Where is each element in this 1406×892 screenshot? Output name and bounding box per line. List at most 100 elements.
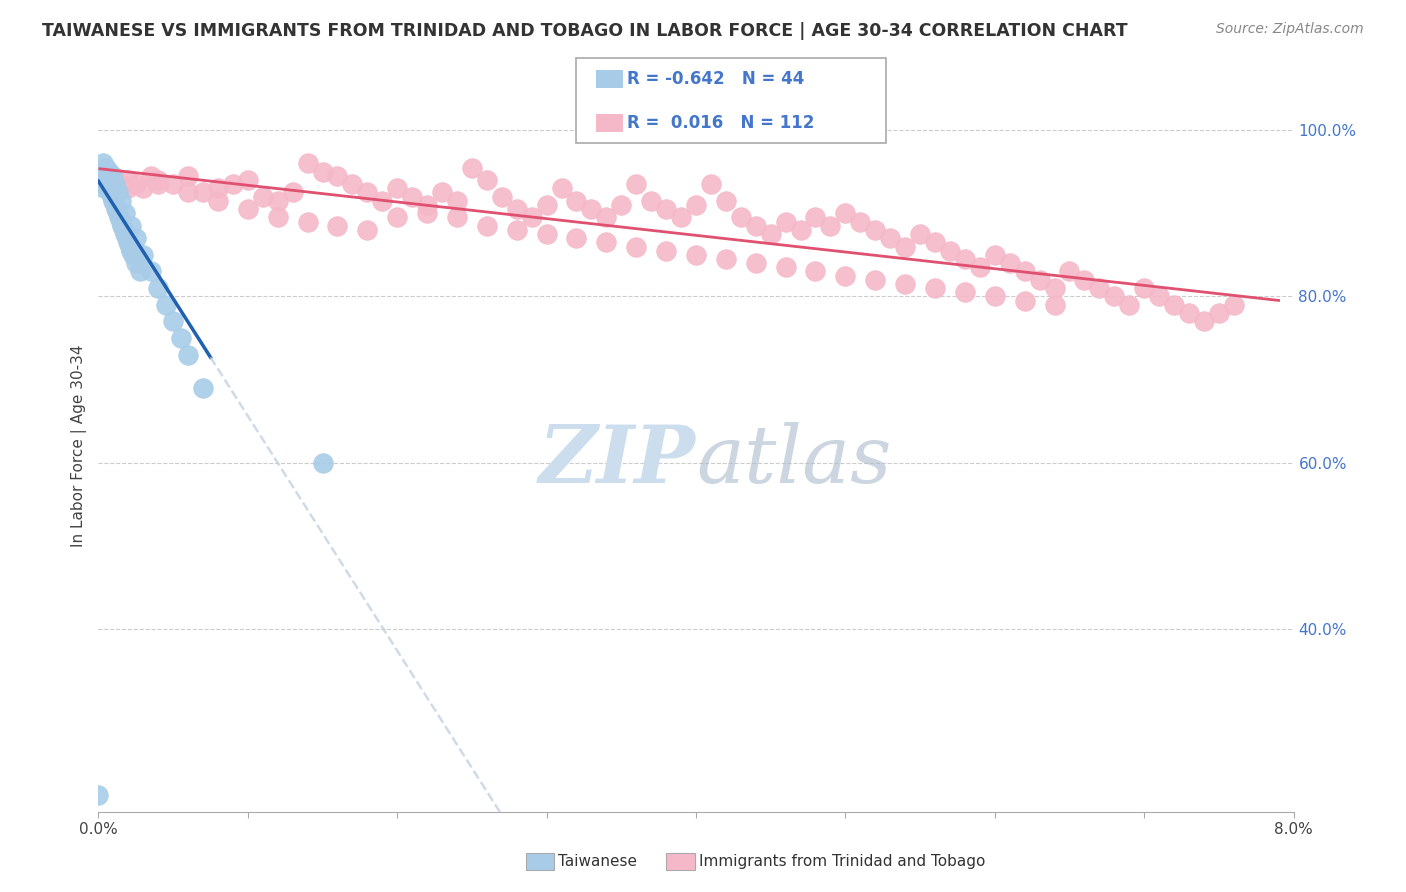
Point	[1178, 306, 1201, 320]
Text: ZIP: ZIP	[538, 422, 696, 500]
Point	[281, 186, 304, 200]
Point	[90, 173, 112, 187]
Point	[984, 289, 1007, 303]
Point	[115, 231, 138, 245]
Point	[87, 788, 110, 802]
Point	[595, 211, 617, 225]
Point	[177, 348, 200, 362]
Point	[105, 202, 128, 216]
Text: Taiwanese: Taiwanese	[558, 854, 637, 869]
Point	[191, 381, 214, 395]
Point	[112, 223, 135, 237]
Point	[669, 211, 692, 225]
Point	[1118, 298, 1140, 312]
Point	[222, 177, 245, 191]
Point	[849, 214, 872, 228]
Point	[108, 211, 131, 225]
Point	[446, 211, 468, 225]
Point	[865, 273, 887, 287]
Point	[311, 165, 333, 179]
Point	[236, 202, 259, 216]
Point	[475, 219, 498, 233]
Point	[804, 211, 827, 225]
Point	[117, 181, 139, 195]
Point	[714, 252, 737, 266]
Point	[117, 235, 139, 250]
Point	[356, 186, 378, 200]
Point	[446, 194, 468, 208]
Point	[91, 156, 114, 170]
Point	[162, 314, 184, 328]
Point	[1133, 281, 1156, 295]
Point	[924, 235, 946, 250]
Point	[655, 202, 678, 216]
Point	[162, 177, 184, 191]
Point	[804, 264, 827, 278]
Point	[759, 227, 782, 241]
Point	[132, 248, 155, 262]
Point	[148, 281, 170, 295]
Point	[1014, 264, 1036, 278]
Point	[626, 177, 648, 191]
Point	[94, 165, 117, 179]
Point	[94, 169, 117, 183]
Text: R = -0.642   N = 44: R = -0.642 N = 44	[627, 70, 804, 88]
Point	[1208, 306, 1230, 320]
Point	[110, 194, 132, 208]
Point	[117, 173, 139, 187]
Point	[132, 181, 155, 195]
Point	[148, 177, 170, 191]
Point	[139, 264, 162, 278]
Point	[520, 211, 543, 225]
Point	[267, 211, 290, 225]
Point	[655, 244, 678, 258]
Point	[169, 331, 191, 345]
Point	[550, 181, 572, 195]
Point	[107, 186, 129, 200]
Point	[924, 281, 946, 295]
Point	[1088, 281, 1111, 295]
Point	[953, 252, 976, 266]
Point	[685, 198, 707, 212]
Point	[894, 277, 917, 291]
Point	[626, 239, 648, 253]
Point	[94, 161, 117, 175]
Point	[820, 219, 842, 233]
Point	[297, 156, 319, 170]
Point	[103, 169, 125, 183]
Point	[110, 214, 132, 228]
Point	[91, 177, 114, 191]
Point	[110, 177, 132, 191]
Point	[98, 186, 122, 200]
Point	[775, 260, 797, 275]
Point	[267, 194, 290, 208]
Point	[129, 264, 152, 278]
Point	[326, 219, 349, 233]
Text: TAIWANESE VS IMMIGRANTS FROM TRINIDAD AND TOBAGO IN LABOR FORCE | AGE 30-34 CORR: TAIWANESE VS IMMIGRANTS FROM TRINIDAD AN…	[42, 22, 1128, 40]
Point	[326, 169, 349, 183]
Point	[125, 231, 148, 245]
Point	[595, 235, 617, 250]
Point	[730, 211, 752, 225]
Text: atlas: atlas	[696, 422, 891, 500]
Point	[125, 256, 148, 270]
Point	[111, 219, 134, 233]
Point	[121, 248, 143, 262]
Point	[865, 223, 887, 237]
Point	[1043, 281, 1066, 295]
Point	[984, 248, 1007, 262]
Point	[714, 194, 737, 208]
Point	[385, 211, 409, 225]
Point	[1192, 314, 1215, 328]
Text: Source: ZipAtlas.com: Source: ZipAtlas.com	[1216, 22, 1364, 37]
Point	[177, 186, 200, 200]
Point	[101, 169, 124, 183]
Point	[745, 256, 768, 270]
Point	[155, 298, 177, 312]
Point	[385, 181, 409, 195]
Point	[610, 198, 633, 212]
Text: R =  0.016   N = 112: R = 0.016 N = 112	[627, 114, 814, 132]
Point	[177, 169, 200, 183]
Point	[120, 219, 142, 233]
Text: Immigrants from Trinidad and Tobago: Immigrants from Trinidad and Tobago	[699, 854, 986, 869]
